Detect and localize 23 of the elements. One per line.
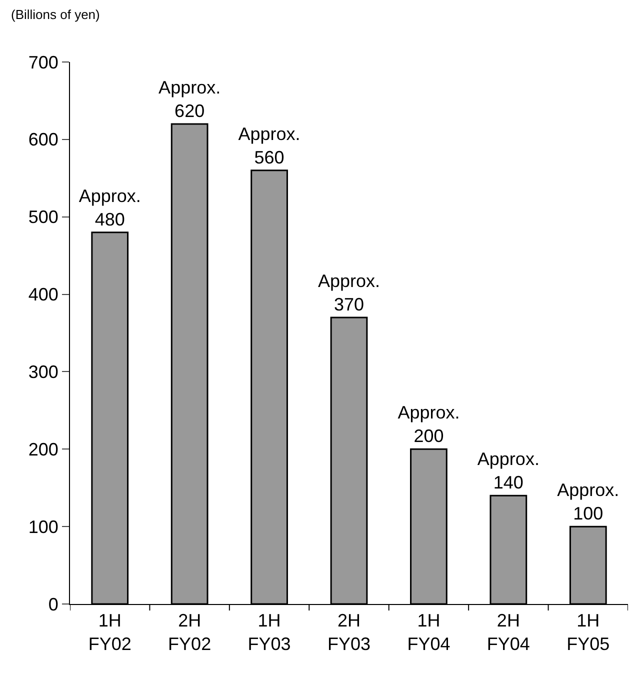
y-tick-label: 100 <box>28 516 58 537</box>
y-tick-label: 0 <box>48 594 58 614</box>
y-tick-label: 200 <box>28 439 58 460</box>
data-label: Approx. 140 <box>477 449 540 493</box>
data-label: Approx. 370 <box>318 271 380 315</box>
data-label: Approx. 100 <box>557 480 620 524</box>
x-tick-label: 2H FY02 <box>168 610 212 654</box>
data-label: Approx. 560 <box>238 124 300 168</box>
x-tick-label: 1H FY05 <box>566 610 610 654</box>
x-tick-label: 1H FY03 <box>248 610 291 654</box>
x-tick-label: 2H FY03 <box>327 610 371 654</box>
y-tick-label: 300 <box>28 362 58 382</box>
data-label: Approx. 620 <box>158 78 221 121</box>
data-label: Approx. 480 <box>78 186 141 230</box>
y-tick-label: 400 <box>28 284 58 305</box>
y-axis-title: (Billions of yen) <box>11 7 100 22</box>
data-label: Approx. 200 <box>398 402 460 446</box>
x-tick-label: 2H FY04 <box>486 610 530 654</box>
y-tick-label: 500 <box>28 207 58 228</box>
y-tick-label: 700 <box>28 52 58 72</box>
x-tick-label: 1H FY04 <box>407 610 450 654</box>
x-tick-label: 1H FY02 <box>88 610 132 654</box>
y-tick-label: 600 <box>28 130 58 150</box>
